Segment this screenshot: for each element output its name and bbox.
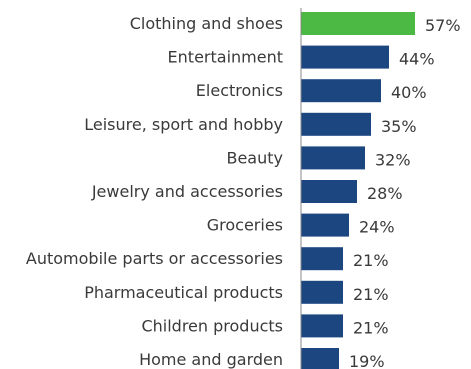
category-label-8: Pharmaceutical products <box>84 283 283 302</box>
category-label-3: Leisure, sport and hobby <box>84 115 283 134</box>
value-label-6: 24% <box>359 218 395 237</box>
category-label-6: Groceries <box>207 216 283 235</box>
category-label-0: Clothing and shoes <box>130 14 283 33</box>
bar-3 <box>301 112 371 136</box>
bar-0 <box>301 12 415 35</box>
value-label-7: 21% <box>353 251 389 270</box>
bars-group <box>301 12 415 369</box>
value-label-8: 21% <box>353 285 389 304</box>
category-label-4: Beauty <box>226 148 283 167</box>
bar-8 <box>301 280 343 304</box>
bar-1 <box>301 45 389 69</box>
bar-6 <box>301 213 349 237</box>
category-labels-group: Clothing and shoes Entertainment Electroni… <box>26 14 283 369</box>
value-label-2: 40% <box>391 83 427 102</box>
bar-9 <box>301 314 343 338</box>
category-label-9: Children products <box>141 316 283 335</box>
bar-4 <box>301 146 365 170</box>
category-label-1: Entertainment <box>168 48 283 67</box>
category-label-2: Electronics <box>196 81 283 100</box>
value-label-4: 32% <box>375 150 411 169</box>
value-label-1: 44% <box>399 50 435 69</box>
bar-5 <box>301 180 357 203</box>
category-label-10: Home and garden <box>139 350 283 369</box>
value-label-3: 35% <box>381 117 417 136</box>
value-label-10: 19% <box>349 352 385 369</box>
category-label-5: Jewelry and accessories <box>91 182 283 201</box>
bar-7 <box>301 247 343 271</box>
value-label-0: 57% <box>425 16 461 35</box>
value-labels-group: 57% 44% 40% 35% 32% 28% 24% 21% 21% 21% 19% <box>349 16 461 369</box>
bar-2 <box>301 79 381 103</box>
bar-10 <box>301 348 339 369</box>
category-label-7: Automobile parts or accessories <box>26 249 283 268</box>
value-label-9: 21% <box>353 318 389 337</box>
value-label-5: 28% <box>367 184 403 203</box>
